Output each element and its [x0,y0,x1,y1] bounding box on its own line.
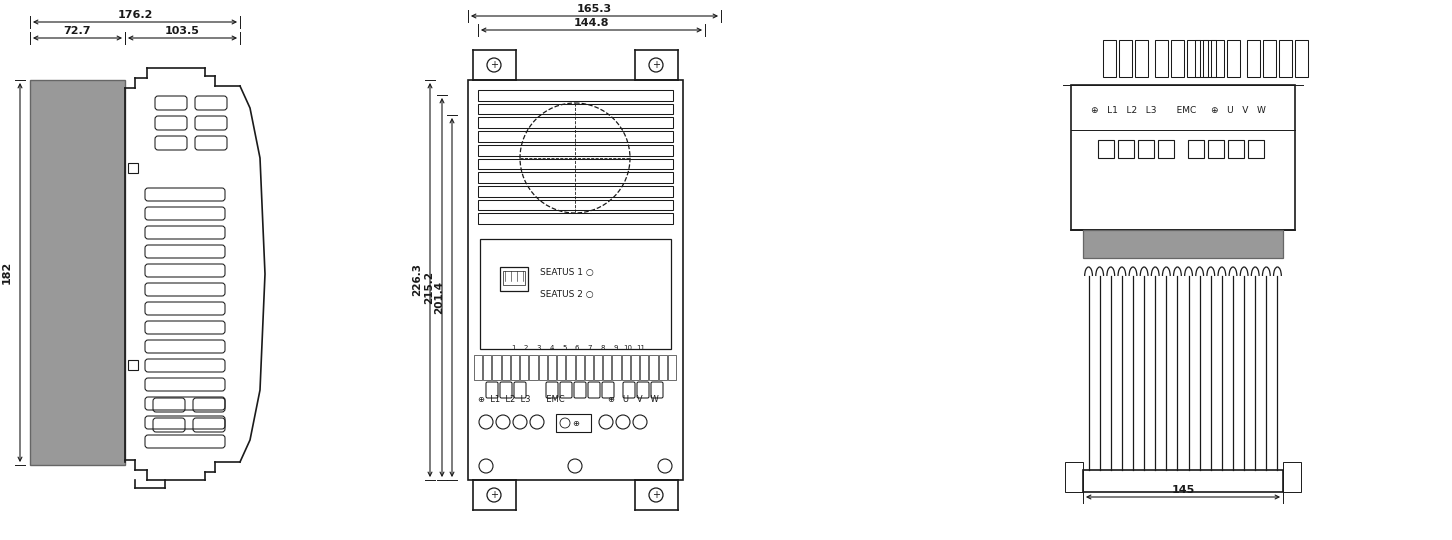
Bar [603,355,611,380]
Bar [499,267,529,291]
Bar [539,355,547,380]
Bar [1228,140,1244,158]
Bar [1284,462,1301,492]
Text: SEATUS 2 ○: SEATUS 2 ○ [540,291,594,300]
Bar [556,414,591,432]
Bar [478,159,672,169]
Bar [1211,40,1224,77]
Bar [1186,40,1199,77]
Text: 215.2: 215.2 [424,271,434,304]
Bar [530,355,537,380]
Bar [1279,40,1292,77]
Bar [640,355,649,380]
Bar [566,355,575,380]
Text: ⊕   L1   L2   L3       EMC: ⊕ L1 L2 L3 EMC [1090,106,1196,115]
Bar [1188,140,1204,158]
Bar [1119,40,1133,77]
Bar [128,163,138,173]
Text: 6: 6 [575,345,579,351]
Bar [558,355,565,380]
Bar [502,355,510,380]
Text: ⊕  L1  L2  L3      EMC: ⊕ L1 L2 L3 EMC [478,395,565,404]
Bar [575,355,584,380]
Bar [1118,140,1134,158]
Bar [478,172,672,183]
Bar [547,355,556,380]
Text: 9: 9 [613,345,617,351]
Bar [473,355,482,380]
Text: 1: 1 [511,345,515,351]
Text: 10: 10 [624,345,633,351]
Bar [478,186,672,197]
Bar [520,355,529,380]
Text: 7: 7 [588,345,592,351]
Bar [128,360,138,370]
Bar [630,355,639,380]
Bar [1083,470,1284,492]
Bar [1247,40,1260,77]
Bar [594,355,603,380]
Text: 103.5: 103.5 [166,26,200,36]
Bar [478,145,672,156]
Bar [1154,40,1167,77]
Text: 144.8: 144.8 [574,18,610,28]
Bar [478,117,672,128]
Bar [1204,40,1215,77]
Text: 8: 8 [600,345,605,351]
Text: ⊕   U   V   W: ⊕ U V W [608,395,659,404]
Bar [484,355,491,380]
Bar [1072,85,1295,230]
Text: SEATUS 1 ○: SEATUS 1 ○ [540,268,594,278]
Bar [1135,40,1149,77]
Bar [585,355,592,380]
Text: ⊕: ⊕ [572,418,579,428]
Bar [468,80,682,480]
Text: +: + [652,490,661,500]
Bar [659,355,666,380]
Bar [1263,40,1276,77]
Bar [1083,230,1284,258]
Text: 3: 3 [536,345,540,351]
Text: 165.3: 165.3 [576,4,613,14]
Bar [1159,140,1175,158]
Bar [1064,462,1083,492]
Text: 201.4: 201.4 [434,281,444,314]
Text: 176.2: 176.2 [118,10,152,20]
Bar [1249,140,1265,158]
Text: 11: 11 [636,345,646,351]
Text: 2: 2 [524,345,529,351]
Bar [502,271,526,285]
Text: 145: 145 [1172,485,1195,495]
Bar [613,355,620,380]
Text: +: + [652,60,661,70]
Bar [478,200,672,210]
Bar [1138,140,1154,158]
Bar [621,355,630,380]
Bar [649,355,658,380]
Bar [1227,40,1240,77]
Text: 182: 182 [1,261,12,284]
Text: 5: 5 [562,345,566,351]
Bar [1170,40,1183,77]
Text: 4: 4 [549,345,553,351]
Bar [1104,40,1117,77]
Text: ⊕   U   V   W: ⊕ U V W [1211,106,1266,115]
Bar [30,80,125,465]
Bar [1098,140,1114,158]
Text: 72.7: 72.7 [64,26,91,36]
Bar [478,131,672,142]
Bar [478,213,672,224]
Bar [1195,40,1208,77]
Text: 226.3: 226.3 [412,264,423,296]
Bar [511,355,520,380]
Bar [668,355,677,380]
Bar [1208,140,1224,158]
Bar [478,90,672,100]
Bar [481,239,671,349]
Text: +: + [489,60,498,70]
Text: +: + [489,490,498,500]
Bar [1295,40,1308,77]
Bar [492,355,501,380]
Bar [478,104,672,114]
